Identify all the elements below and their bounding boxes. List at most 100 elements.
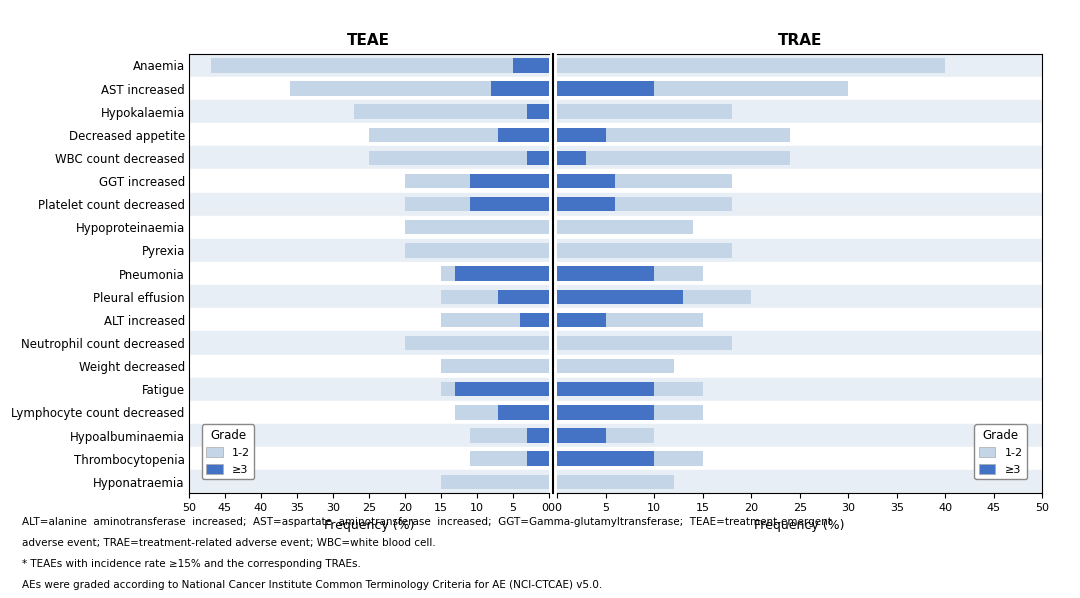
Bar [498, 405, 549, 420]
Bar [557, 285, 1042, 309]
Bar [557, 424, 1042, 447]
Bar [470, 428, 549, 443]
Bar [557, 239, 1042, 262]
X-axis label: Frequency (%): Frequency (%) [324, 518, 414, 532]
Bar [498, 127, 549, 142]
Bar [189, 470, 549, 493]
Bar [470, 197, 549, 211]
Bar [189, 100, 549, 123]
Bar [189, 424, 549, 447]
Legend: 1-2, ≥3: 1-2, ≥3 [202, 425, 254, 479]
Bar [557, 378, 1042, 401]
Bar [441, 359, 549, 373]
Bar [189, 216, 549, 239]
Bar [557, 243, 732, 258]
Bar [189, 262, 549, 285]
Bar [557, 355, 1042, 378]
Bar [519, 313, 549, 327]
Bar [557, 331, 1042, 355]
Bar [441, 475, 549, 489]
Bar [557, 81, 654, 96]
Bar [189, 331, 549, 355]
Bar [405, 336, 549, 350]
Bar [369, 127, 549, 142]
Bar [557, 313, 606, 327]
Bar [455, 405, 549, 420]
Bar [189, 123, 549, 147]
Bar [455, 267, 549, 280]
Bar [557, 58, 945, 72]
Bar [441, 267, 549, 280]
Bar [189, 147, 549, 169]
X-axis label: Frequency (%): Frequency (%) [755, 518, 845, 532]
Bar [289, 81, 549, 96]
Bar [211, 58, 549, 72]
Title: TEAE: TEAE [348, 33, 390, 48]
Text: AEs were graded according to National Cancer Institute Common Terminology Criter: AEs were graded according to National Ca… [22, 580, 602, 590]
Bar [557, 475, 674, 489]
Bar [557, 382, 703, 396]
Bar [557, 267, 703, 280]
Bar [189, 77, 549, 100]
Bar [557, 309, 1042, 331]
Bar [557, 451, 703, 466]
Bar [557, 193, 1042, 216]
Bar [557, 169, 1042, 193]
Text: ALT=alanine  aminotransferase  increased;  AST=aspartate  aminotransferase  incr: ALT=alanine aminotransferase increased; … [22, 517, 832, 527]
Bar [405, 197, 549, 211]
Legend: 1-2, ≥3: 1-2, ≥3 [974, 425, 1027, 479]
Bar [557, 382, 654, 396]
Bar [405, 243, 549, 258]
Bar [405, 174, 549, 188]
Bar [557, 451, 654, 466]
Bar [557, 359, 674, 373]
Bar [557, 289, 752, 304]
Bar [189, 239, 549, 262]
Text: * TEAEs with incidence rate ≥15% and the corresponding TRAEs.: * TEAEs with incidence rate ≥15% and the… [22, 559, 361, 569]
Bar [557, 336, 732, 350]
Bar [354, 105, 549, 119]
Bar [557, 470, 1042, 493]
Bar [557, 267, 654, 280]
Bar [527, 105, 549, 119]
Bar [557, 197, 616, 211]
Bar [455, 382, 549, 396]
Bar [470, 451, 549, 466]
Bar [557, 220, 693, 234]
Bar [557, 105, 732, 119]
Bar [557, 81, 848, 96]
Bar [189, 54, 549, 77]
Bar [557, 262, 1042, 285]
Bar [557, 447, 1042, 470]
Bar [557, 151, 586, 165]
Bar [189, 447, 549, 470]
Bar [189, 355, 549, 378]
Bar [369, 151, 549, 165]
Bar [441, 382, 549, 396]
Bar [491, 81, 549, 96]
Title: TRAE: TRAE [778, 33, 822, 48]
Bar [189, 285, 549, 309]
Bar [527, 151, 549, 165]
Bar [557, 197, 732, 211]
Bar [470, 174, 549, 188]
Text: adverse event; TRAE=treatment-related adverse event; WBC=white blood cell.: adverse event; TRAE=treatment-related ad… [22, 538, 435, 548]
Bar [557, 289, 684, 304]
Bar [441, 289, 549, 304]
Bar [557, 174, 732, 188]
Bar [189, 169, 549, 193]
Bar [527, 428, 549, 443]
Bar [527, 451, 549, 466]
Bar [557, 428, 654, 443]
Bar [557, 127, 791, 142]
Bar [557, 216, 1042, 239]
Bar [557, 401, 1042, 424]
Bar [405, 220, 549, 234]
Bar [189, 378, 549, 401]
Bar [189, 401, 549, 424]
Bar [557, 54, 1042, 77]
Bar [557, 123, 1042, 147]
Bar [441, 313, 549, 327]
Bar [557, 100, 1042, 123]
Bar [189, 309, 549, 331]
